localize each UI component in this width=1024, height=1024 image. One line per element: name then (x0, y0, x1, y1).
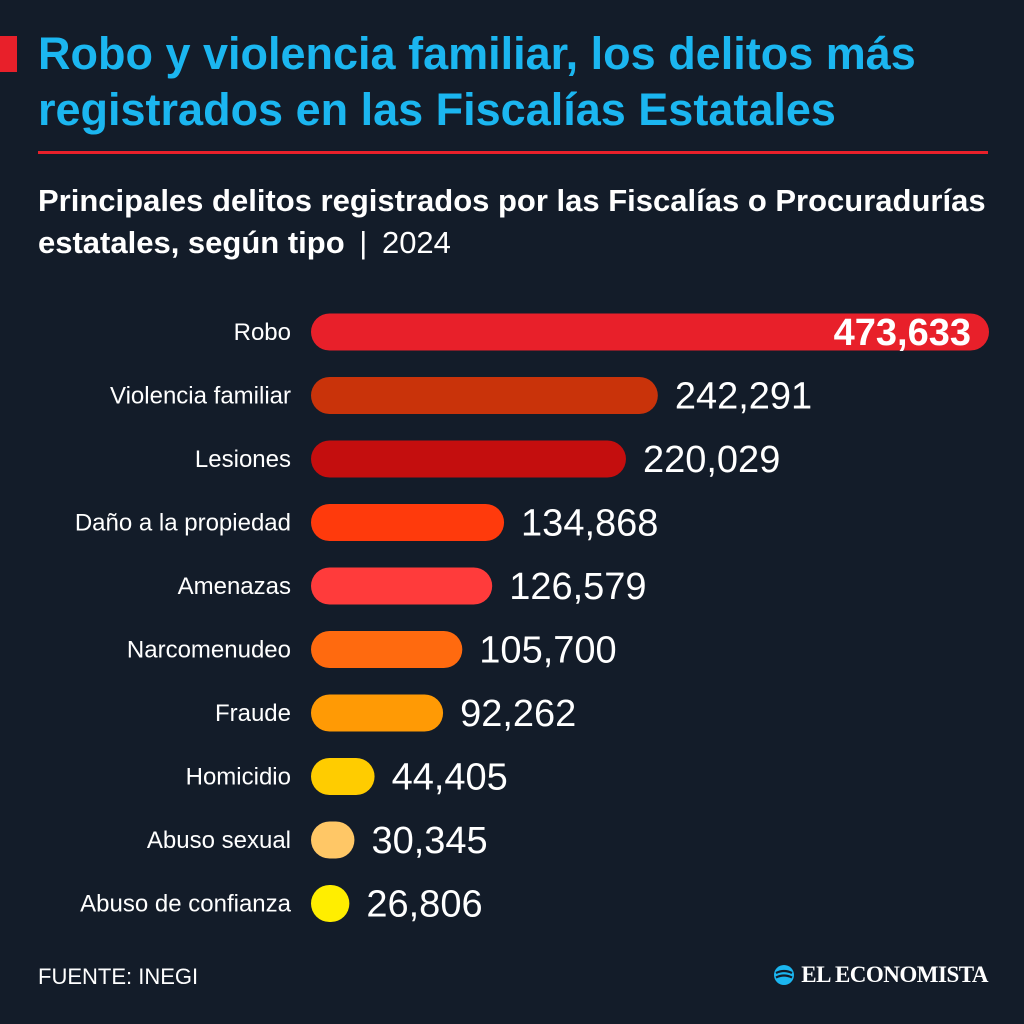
category-label: Narcomenudeo (127, 637, 291, 664)
subtitle-separator: | (359, 225, 368, 260)
title-accent-bar (0, 36, 17, 72)
title-divider (38, 151, 988, 154)
category-label: Abuso de confianza (80, 891, 291, 918)
category-label: Robo (234, 319, 291, 346)
bar (311, 821, 355, 859)
category-label: Violencia familiar (110, 383, 291, 410)
data-label: 220,029 (643, 439, 780, 481)
data-label: 26,806 (366, 884, 482, 926)
category-label: Homicidio (186, 764, 291, 791)
bar (311, 313, 989, 351)
subtitle-text: Principales delitos registrados por las … (38, 183, 986, 260)
bar (311, 885, 350, 922)
subtitle-year: 2024 (381, 225, 451, 260)
source-note: FUENTE: INEGI (38, 964, 199, 989)
data-label: 126,579 (509, 566, 646, 608)
bar (311, 758, 375, 795)
chart-subtitle: Principales delitos registrados por las … (38, 180, 998, 264)
category-label: Lesiones (195, 446, 291, 473)
bar (311, 440, 626, 478)
bar (311, 504, 505, 541)
data-label: 44,405 (392, 757, 508, 799)
data-label: 473,633 (834, 312, 971, 354)
data-label: 105,700 (479, 630, 616, 672)
brand-name: EL ECONOMISTA (801, 962, 988, 987)
data-label: 134,868 (521, 503, 658, 545)
category-label: Amenazas (178, 573, 291, 600)
data-label: 92,262 (460, 693, 576, 735)
data-label: 30,345 (371, 820, 487, 862)
category-label: Fraude (215, 700, 291, 727)
page-title: Robo y violencia familiar, los delitos m… (38, 28, 916, 135)
category-label: Abuso sexual (147, 827, 291, 854)
bar (311, 694, 444, 732)
brand-logo: EL ECONOMISTA (773, 962, 988, 988)
bar (311, 377, 658, 414)
data-label: 242,291 (675, 376, 812, 418)
globe-icon (774, 965, 795, 985)
category-label: Daño a la propiedad (75, 510, 291, 537)
bar (311, 631, 463, 668)
bar (311, 567, 493, 605)
